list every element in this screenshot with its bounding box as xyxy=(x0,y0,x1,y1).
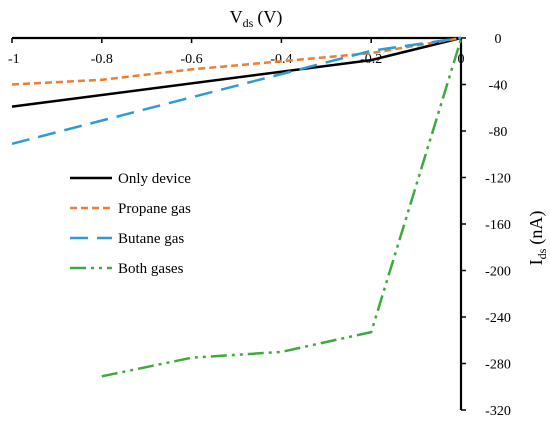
x-tick-label: -0.6 xyxy=(181,52,203,67)
legend-label: Only device xyxy=(118,171,191,187)
x-tick-label: -0.4 xyxy=(270,52,292,67)
y-tick-label: -280 xyxy=(485,358,511,373)
y-tick-label: -240 xyxy=(485,311,511,326)
y-tick-label: 0 xyxy=(495,32,502,47)
y-tick-label: -40 xyxy=(489,79,508,94)
x-tick-label: 0 xyxy=(458,52,465,67)
axes: -1 -0.8 -0.6 -0.4 -0.2 00-40-80-120-160-200-2… xyxy=(8,7,549,419)
series-line-both-gases xyxy=(101,38,463,378)
x-tick-label: -1 xyxy=(8,52,20,67)
y-tick-label: -80 xyxy=(489,125,508,140)
series-line-propane-gas xyxy=(11,36,462,86)
series-line-butane-gas xyxy=(11,36,462,146)
series-lines xyxy=(11,36,463,378)
x-axis-title: Vds (V) xyxy=(230,7,283,30)
legend: Only device Propane gas Butane gas Both gas… xyxy=(70,171,191,277)
legend-label: Propane gas xyxy=(118,201,191,217)
y-tick-label: -200 xyxy=(485,265,511,280)
x-tick-label: -0.8 xyxy=(91,52,113,67)
legend-label: Both gases xyxy=(118,261,184,277)
y-axis-title: Ids(nA) xyxy=(526,211,549,266)
series-line-only-device xyxy=(11,36,462,108)
y-tick-label: -320 xyxy=(485,404,511,419)
legend-label: Butane gas xyxy=(118,231,184,247)
y-tick-label: -120 xyxy=(485,172,511,187)
y-tick-label: -160 xyxy=(485,218,511,233)
